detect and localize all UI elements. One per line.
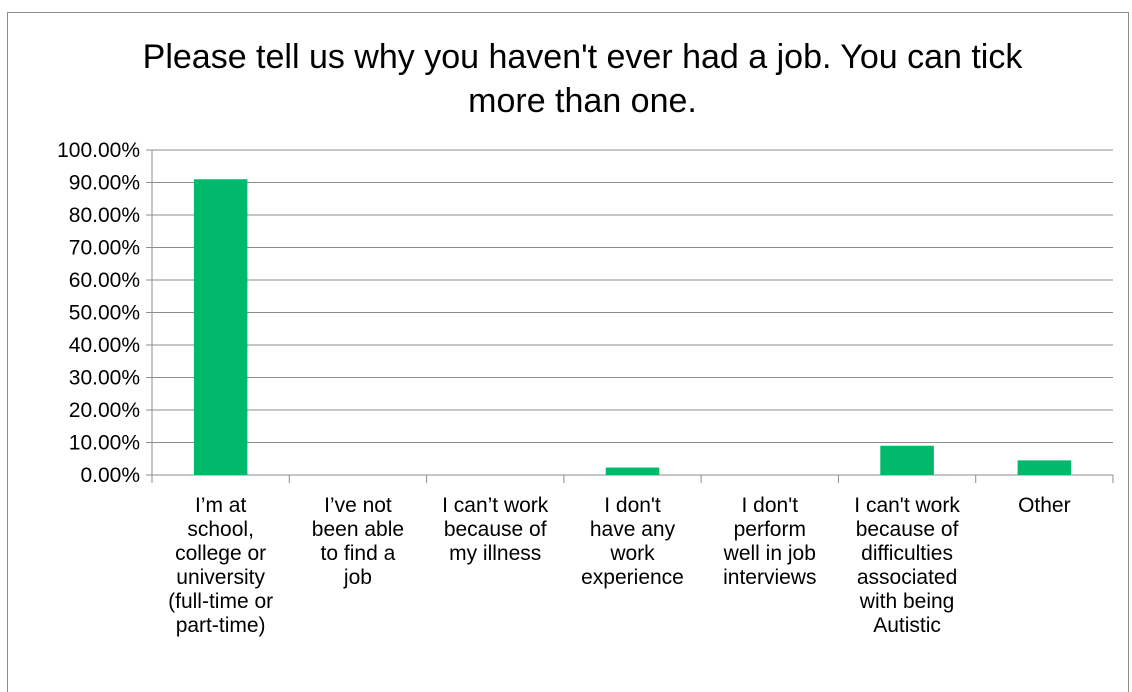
y-tick-label: 0.00% [80, 464, 140, 487]
chart-frame [7, 12, 1129, 692]
x-category-label: I don't have any work experience [581, 494, 684, 589]
y-tick-label: 80.00% [69, 204, 140, 227]
x-category-label: I don't perform well in job interviews [723, 494, 817, 589]
y-tick-label: 20.00% [69, 399, 140, 422]
x-category-label: I can’t work because of my illness [442, 494, 549, 565]
y-tick-label: 60.00% [69, 269, 140, 292]
bar [880, 445, 934, 475]
x-category-label: I’ve not been able to find a job [311, 494, 405, 589]
y-tick-label: 10.00% [69, 432, 140, 455]
x-category-label: I’m at school, college or university (fu… [168, 494, 274, 637]
y-tick-label: 100.00% [57, 139, 140, 162]
bar [1017, 460, 1072, 475]
x-category-label: Other [1018, 494, 1071, 517]
x-category-label: I can't work because of difficulties ass… [854, 494, 960, 637]
y-tick-label: 50.00% [69, 302, 140, 325]
bar [605, 467, 660, 475]
y-tick-label: 90.00% [69, 172, 140, 195]
y-tick-label: 70.00% [69, 237, 140, 260]
y-tick-label: 30.00% [69, 367, 140, 390]
bar [193, 179, 248, 475]
y-tick-label: 40.00% [69, 334, 140, 357]
chart-title: Please tell us why you haven't ever had … [142, 38, 1023, 120]
